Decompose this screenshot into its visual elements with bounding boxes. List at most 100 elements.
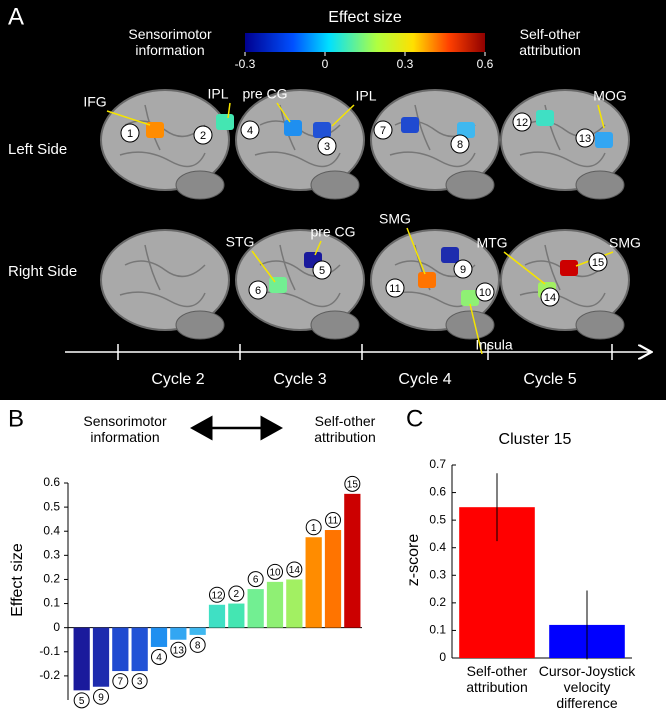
y-tick-label: 0.6 — [429, 485, 446, 499]
cerebellum — [575, 310, 625, 340]
cluster-blob — [216, 114, 234, 130]
cluster-blob — [313, 122, 331, 138]
region-label: Insula — [475, 337, 513, 353]
bar — [305, 537, 322, 628]
row-label: Right Side — [8, 263, 77, 280]
x-tick-label: 2 — [234, 589, 240, 600]
chart-title: Cluster 15 — [499, 431, 572, 448]
leader-line — [469, 303, 483, 355]
x-tick-label: 6 — [253, 575, 259, 586]
colorbar-tick-label: -0.3 — [235, 57, 256, 71]
y-tick-label: 0.7 — [429, 457, 446, 471]
bar — [266, 581, 284, 628]
x-tick-label: 12 — [211, 590, 223, 601]
cluster-blob — [595, 132, 613, 148]
cluster-number: 5 — [319, 265, 325, 277]
sulcus — [119, 244, 206, 308]
bar — [228, 603, 245, 628]
x-tick-label: 10 — [269, 567, 281, 578]
leader-line — [106, 110, 151, 126]
cluster-circle — [317, 136, 337, 156]
leader-line — [276, 102, 291, 123]
bar — [286, 579, 303, 628]
cluster-number: 14 — [544, 292, 556, 304]
bar — [170, 627, 187, 640]
cerebellum — [445, 310, 495, 340]
x-tick-label: Self-other attribution — [466, 663, 528, 695]
cluster-circle — [385, 278, 405, 298]
brain — [235, 229, 365, 331]
cycle-label: Cycle 2 — [151, 371, 204, 388]
y-tick-label: 0.3 — [429, 567, 446, 581]
x-tick-label: 4 — [156, 653, 162, 664]
cycle-label: Cycle 4 — [398, 371, 451, 388]
cluster-circle — [120, 123, 140, 143]
panel-label: B — [8, 405, 24, 432]
cluster-number: 2 — [200, 130, 206, 142]
leader-line — [314, 240, 322, 256]
cluster-circle — [475, 282, 495, 302]
x-tick-label: 13 — [173, 645, 185, 656]
colorbar-title: Effect size — [328, 9, 402, 26]
y-tick-label: 0.1 — [429, 623, 446, 637]
brain — [100, 229, 230, 331]
cluster-blob — [401, 117, 419, 133]
brain — [235, 89, 365, 191]
bar — [344, 493, 361, 628]
cluster-circle — [450, 134, 470, 154]
panel-label: A — [8, 3, 24, 30]
row-label: Left Side — [8, 141, 67, 158]
y-tick-label: 0 — [439, 650, 446, 664]
leader-line — [406, 227, 426, 275]
colorbar-tick-label: 0 — [322, 57, 329, 71]
cluster-circle — [228, 585, 245, 602]
x-tick-label: 5 — [79, 696, 85, 707]
x-tick-label: Cursor-Joystick velocity difference — [538, 663, 636, 711]
cluster-circle — [588, 252, 608, 272]
region-label: STG — [226, 234, 255, 250]
annotation: Sensorimotor information — [83, 413, 167, 445]
cerebellum — [310, 170, 360, 200]
x-tick-label: 7 — [118, 677, 124, 688]
cycle-label: Cycle 5 — [523, 371, 576, 388]
colorbar-tick-label: 0.6 — [477, 57, 494, 71]
cluster-number: 4 — [247, 125, 253, 137]
cluster-circle — [512, 112, 532, 132]
x-tick-label: 9 — [98, 692, 104, 703]
x-tick-label: 14 — [289, 565, 301, 576]
brain — [500, 89, 630, 191]
bar — [92, 627, 110, 687]
cluster-circle — [312, 260, 332, 280]
x-tick-label: 1 — [311, 523, 317, 534]
cluster-number: 9 — [460, 264, 466, 276]
bar — [324, 530, 342, 628]
cerebellum — [310, 310, 360, 340]
cluster-circle — [540, 287, 560, 307]
cluster-number: 12 — [516, 117, 528, 129]
cluster-circle — [193, 125, 213, 145]
panel-a-bg — [0, 0, 666, 400]
cerebellum — [445, 170, 495, 200]
cluster-blob — [418, 272, 436, 288]
cerebellum — [575, 170, 625, 200]
cluster-circle — [575, 128, 595, 148]
cluster-circle — [170, 641, 187, 658]
y-tick-label: 0.5 — [43, 499, 60, 513]
region-label: pre CG — [242, 86, 287, 102]
region-label: IPL — [355, 88, 376, 104]
cluster-blob — [269, 277, 287, 293]
cluster-circle — [112, 673, 129, 690]
cluster-circle — [373, 120, 393, 140]
y-tick-label: 0.6 — [43, 475, 60, 489]
y-axis-title: Effect size — [9, 543, 26, 617]
y-tick-label: -0.2 — [39, 668, 60, 682]
colorbar-tick-label: 0.3 — [397, 57, 414, 71]
region-label: SMG — [379, 211, 411, 227]
leader-line — [251, 250, 276, 283]
cerebellum — [175, 170, 225, 200]
region-label: IPL — [207, 86, 228, 102]
cluster-blob — [560, 260, 578, 276]
bar — [208, 604, 226, 628]
bar — [131, 627, 148, 672]
